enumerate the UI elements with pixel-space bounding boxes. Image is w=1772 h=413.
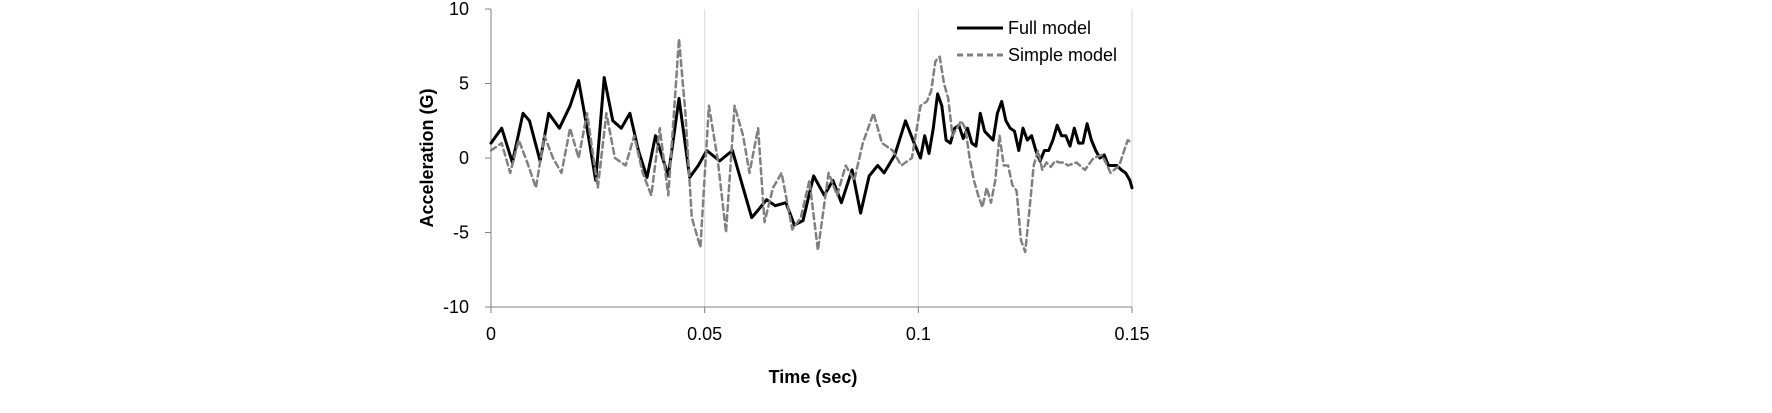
y-tick-label: 10 (449, 0, 469, 19)
y-tick-label: 0 (459, 148, 469, 168)
x-tick-label: 0.15 (1114, 324, 1149, 344)
x-tick-label: 0 (486, 324, 496, 344)
series-line-simple-model (489, 37, 1134, 254)
series-lines (489, 37, 1134, 254)
legend-label-full-model: Full model (1008, 18, 1091, 38)
tick-labels: -10 -5 0 5 10 0 0.05 0.1 0.15 (443, 0, 1150, 344)
y-axis-title: Acceleration (G) (417, 88, 437, 227)
y-tick-label: -10 (443, 297, 469, 317)
legend-label-simple-model: Simple model (1008, 45, 1117, 65)
axes (485, 8, 1133, 313)
legend: Full model Simple model (957, 18, 1117, 65)
grid-lines (704, 9, 1133, 307)
y-tick-label: -5 (453, 223, 469, 243)
y-tick-label: 5 (459, 74, 469, 94)
x-tick-label: 0.05 (687, 324, 722, 344)
x-tick-label: 0.1 (906, 324, 931, 344)
x-axis-title: Time (sec) (769, 367, 858, 387)
